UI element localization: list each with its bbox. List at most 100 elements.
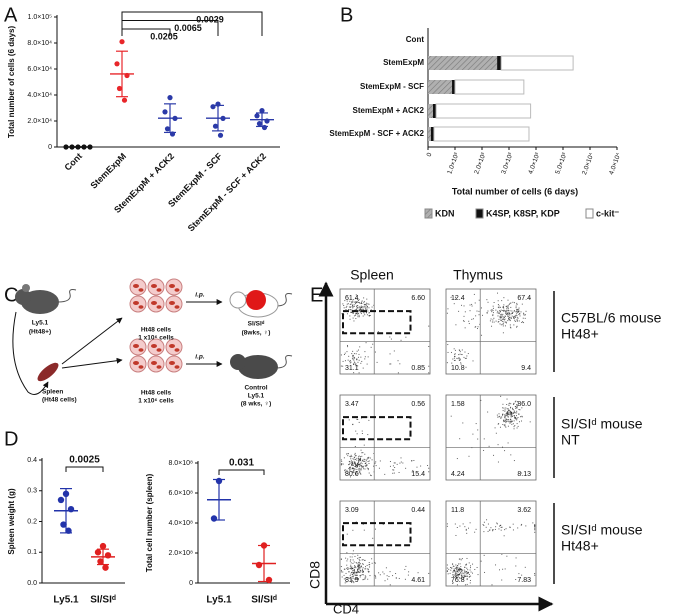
- quadrant-percent: 7.83: [517, 577, 531, 584]
- cell-event: [518, 313, 520, 315]
- data-point: [220, 115, 226, 121]
- cell-event: [513, 310, 515, 312]
- cell-event: [459, 438, 461, 440]
- cell-event: [365, 304, 367, 306]
- cell-event: [353, 472, 355, 474]
- cell-event: [461, 349, 463, 351]
- cell-event: [507, 310, 509, 312]
- y-tick-label: 0.3: [27, 488, 37, 495]
- cell-event: [461, 576, 463, 578]
- cell-event: [349, 476, 351, 478]
- cell-event: [379, 574, 381, 576]
- cell-event: [354, 574, 356, 576]
- cell-event: [534, 524, 536, 526]
- quadrant-percent: 1.58: [451, 401, 465, 408]
- cell-event: [455, 576, 457, 578]
- cell-event: [509, 324, 511, 326]
- y-tick-label: StemExpM - SCF: [360, 82, 424, 91]
- cell-event: [367, 310, 369, 312]
- quadrant-percent: 80.6: [345, 471, 359, 478]
- cell-event: [365, 464, 367, 466]
- cell-event: [509, 420, 511, 422]
- cell-event: [520, 416, 522, 418]
- significance-bracket: [65, 466, 104, 472]
- cell-event: [521, 523, 523, 525]
- cell-event: [457, 574, 459, 576]
- cell-event: [355, 572, 357, 574]
- cell-event: [464, 566, 466, 568]
- cell-event: [521, 420, 523, 422]
- cell-event: [497, 444, 499, 446]
- cell-event: [362, 465, 364, 467]
- cell-event: [408, 571, 410, 573]
- cell-event: [351, 311, 353, 313]
- bar-segment: [428, 80, 453, 94]
- legend-label: KDN: [435, 208, 455, 218]
- cell-event: [517, 308, 519, 310]
- bar-segment: [497, 56, 502, 70]
- cell-event: [357, 565, 359, 567]
- cell-event: [398, 577, 400, 579]
- cell-event: [472, 563, 474, 565]
- cell-event: [357, 463, 359, 465]
- data-point: [172, 115, 178, 121]
- cell-event: [508, 318, 510, 320]
- cell-event: [356, 358, 358, 360]
- cell-event: [506, 411, 508, 413]
- cell-event: [454, 356, 456, 358]
- cell-event: [470, 571, 472, 573]
- cell-event: [476, 310, 478, 312]
- cell-event: [498, 318, 500, 320]
- cell-event: [509, 316, 511, 318]
- data-point: [116, 85, 123, 92]
- cell-event: [464, 570, 466, 572]
- cell-event: [515, 305, 517, 307]
- mouse-tail: [275, 293, 293, 307]
- cell-event: [361, 465, 363, 467]
- cell-event: [461, 558, 463, 560]
- cell-event: [359, 466, 361, 468]
- cell-event: [487, 301, 489, 303]
- cell-event: [469, 304, 471, 306]
- cell-event: [363, 468, 365, 470]
- cell-event: [357, 564, 359, 566]
- cell-event: [508, 312, 510, 314]
- cell-event: [508, 403, 510, 405]
- column-header: Spleen: [350, 267, 394, 283]
- cell-event: [513, 316, 515, 318]
- cell-event: [428, 572, 430, 574]
- cell-event: [480, 399, 482, 401]
- panel-label: A: [4, 4, 18, 26]
- cell-event: [502, 413, 504, 415]
- cell: [156, 288, 162, 292]
- cell-event: [460, 577, 462, 579]
- cell-event: [460, 572, 462, 574]
- cell-event: [347, 567, 349, 569]
- cell-event: [491, 311, 493, 313]
- cell-event: [364, 460, 366, 462]
- cell-event: [468, 576, 470, 578]
- cell-event: [515, 417, 517, 419]
- cell-event: [402, 462, 404, 464]
- cell-event: [507, 413, 509, 415]
- cell-event: [357, 307, 359, 309]
- cell-event: [356, 465, 358, 467]
- cell-event: [355, 465, 357, 467]
- diagram-label: (Ht48+): [29, 329, 51, 336]
- cell-event: [397, 372, 399, 374]
- cell-event: [365, 568, 367, 570]
- cell-event: [510, 410, 512, 412]
- cell-event: [362, 307, 364, 309]
- p-value: 0.0025: [69, 455, 100, 466]
- panel-label: E: [310, 284, 323, 306]
- cell-event: [451, 362, 453, 364]
- cell-event: [372, 343, 374, 345]
- cell-event: [511, 423, 513, 425]
- cell-event: [515, 407, 517, 409]
- cell-event: [475, 315, 477, 317]
- cell-event: [510, 302, 512, 304]
- cell-event: [368, 315, 370, 317]
- cell-event: [361, 459, 363, 461]
- cell-event: [342, 571, 344, 573]
- cell-event: [504, 310, 506, 312]
